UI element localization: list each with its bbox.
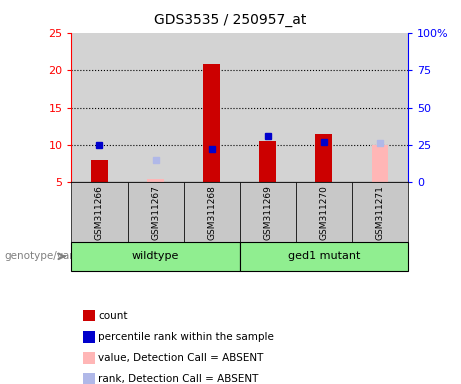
Text: GSM311268: GSM311268 — [207, 185, 216, 240]
Text: GSM311266: GSM311266 — [95, 185, 104, 240]
Text: value, Detection Call = ABSENT: value, Detection Call = ABSENT — [98, 353, 264, 363]
Bar — [315, 134, 332, 182]
Text: ged1 mutant: ged1 mutant — [288, 251, 360, 262]
Text: rank, Detection Call = ABSENT: rank, Detection Call = ABSENT — [98, 374, 259, 384]
Bar — [147, 179, 164, 182]
Bar — [91, 160, 108, 182]
Text: wildtype: wildtype — [132, 251, 179, 262]
Text: GSM311269: GSM311269 — [263, 185, 272, 240]
Bar — [203, 64, 220, 182]
Text: GSM311267: GSM311267 — [151, 185, 160, 240]
Text: GSM311271: GSM311271 — [375, 185, 384, 240]
Text: percentile rank within the sample: percentile rank within the sample — [98, 332, 274, 342]
Bar — [260, 141, 276, 182]
Text: GSM311270: GSM311270 — [319, 185, 328, 240]
Text: GDS3535 / 250957_at: GDS3535 / 250957_at — [154, 13, 307, 27]
Text: count: count — [98, 311, 128, 321]
Bar — [372, 145, 388, 182]
Text: genotype/variation: genotype/variation — [5, 251, 104, 262]
